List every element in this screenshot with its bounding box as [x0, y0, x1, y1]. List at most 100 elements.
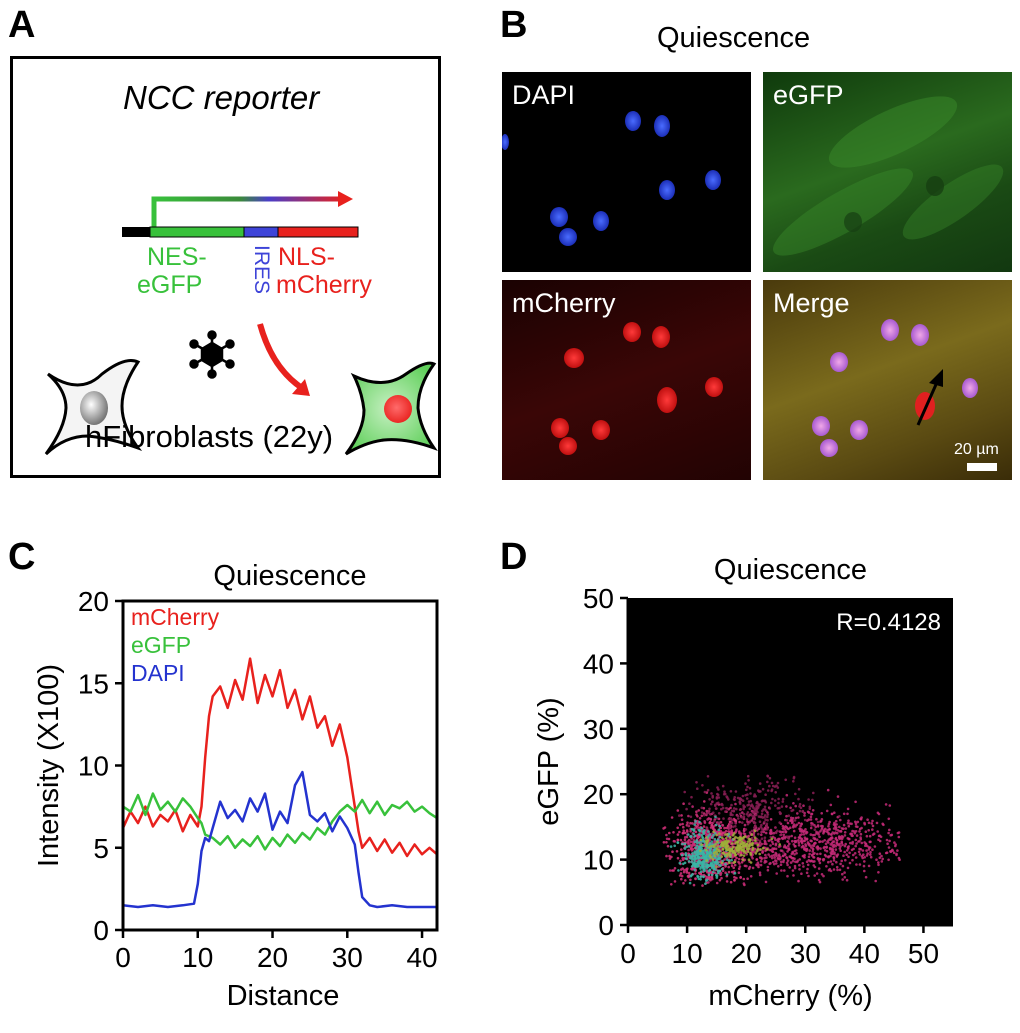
scatter-point — [715, 860, 718, 864]
scatter-point — [735, 807, 738, 811]
scatter-point — [774, 826, 777, 829]
scatter-point — [880, 860, 884, 863]
scatter-point — [714, 843, 717, 846]
scatter-point — [861, 856, 864, 860]
scatter-point — [677, 869, 680, 872]
scatter-point — [775, 872, 778, 875]
scatter-point — [734, 802, 737, 806]
scatter-point — [680, 853, 684, 857]
scatter-point — [763, 820, 766, 824]
scatter-point — [755, 850, 759, 853]
scatter-point — [817, 867, 821, 870]
scatter-point — [687, 833, 690, 836]
scatter-point — [703, 790, 707, 794]
scatter-point — [746, 822, 750, 826]
panel-b-title: Quiescence — [657, 22, 811, 54]
scatter-point — [749, 861, 753, 864]
scatter-point — [864, 875, 868, 879]
scatter-point — [811, 848, 815, 851]
scatter-point — [846, 846, 850, 849]
scatter-point — [811, 850, 814, 853]
scatter-point — [676, 826, 679, 830]
scatter-point — [897, 835, 901, 839]
scatter-point — [765, 842, 768, 846]
scatter-point — [689, 878, 692, 882]
scatter-point — [759, 863, 763, 867]
scatter-point — [750, 833, 754, 836]
scatter-point — [792, 802, 795, 805]
scatter-point — [746, 850, 750, 853]
scatter-point — [687, 824, 690, 827]
scatter-point — [734, 824, 737, 828]
scatter-point — [766, 819, 769, 822]
scatter-point — [707, 809, 711, 813]
scatter-point — [820, 873, 824, 876]
scatter-point — [867, 848, 871, 851]
scatter-point — [737, 867, 741, 870]
scatter-point — [749, 792, 752, 795]
scatter-point — [747, 814, 750, 818]
scatter-point — [734, 835, 737, 839]
scatter-point — [691, 822, 694, 825]
hfibroblasts-caption: hFibroblasts (22y) — [85, 419, 334, 454]
scatter-point — [793, 864, 797, 868]
scatter-point — [722, 817, 725, 820]
scatter-point — [699, 849, 702, 853]
scatter-point — [764, 818, 767, 821]
scatter-point — [782, 835, 786, 839]
scatter-point — [687, 871, 691, 875]
scatter-point — [868, 834, 872, 838]
scatter-point — [854, 830, 858, 833]
scatter-point — [832, 827, 836, 830]
ncc-reporter-title: NCC reporter — [123, 79, 320, 116]
scatter-point — [696, 841, 699, 844]
scatter-point — [694, 830, 698, 834]
scatter-point — [843, 850, 846, 854]
scatter-point — [812, 864, 816, 867]
scatter-point — [680, 848, 683, 851]
scatter-point — [771, 850, 775, 853]
scatter-point — [749, 875, 753, 878]
scatter-point — [676, 856, 680, 860]
scatter-point — [715, 841, 719, 844]
scatter-point — [875, 821, 879, 825]
scatter-point — [721, 806, 725, 810]
scatter-point — [699, 878, 702, 881]
scatter-point — [766, 775, 770, 778]
scatter-point — [824, 827, 827, 831]
scatter-point — [690, 795, 693, 799]
scatter-point — [838, 815, 841, 818]
scatter-point — [806, 863, 810, 867]
scatter-point — [770, 781, 774, 785]
scatter-point — [696, 787, 699, 790]
scatter-point — [844, 842, 847, 846]
scatter-point — [730, 864, 734, 868]
series-line-egfp — [122, 792, 438, 851]
scatter-point — [695, 844, 699, 847]
panel-d-letter: D — [500, 536, 528, 578]
scatter-point — [715, 876, 719, 879]
scatter-point — [689, 835, 693, 838]
scatter-point — [682, 831, 685, 835]
scatter-point — [798, 836, 801, 839]
scatter-point — [685, 807, 688, 811]
panel-c-letter: C — [8, 536, 36, 578]
scatter-point — [710, 844, 713, 848]
scatter-point — [752, 831, 756, 835]
scatter-point — [773, 862, 776, 866]
scatter-point — [801, 809, 805, 813]
scatter-point — [695, 781, 698, 784]
x-tick-label: 10 — [672, 938, 703, 969]
scatter-point — [708, 821, 712, 824]
scatter-point — [852, 853, 855, 857]
scatter-point — [685, 854, 688, 857]
y-axis-label: Intensity (X100) — [33, 664, 65, 867]
scatter-point — [857, 850, 861, 854]
x-tick-label: 50 — [908, 938, 939, 969]
scatter-point — [735, 856, 738, 860]
nes-label: NES- — [147, 243, 207, 271]
scatter-point — [790, 852, 794, 856]
scatter-point — [718, 878, 722, 882]
scatter-point — [766, 789, 770, 792]
scatter-point — [719, 829, 723, 833]
